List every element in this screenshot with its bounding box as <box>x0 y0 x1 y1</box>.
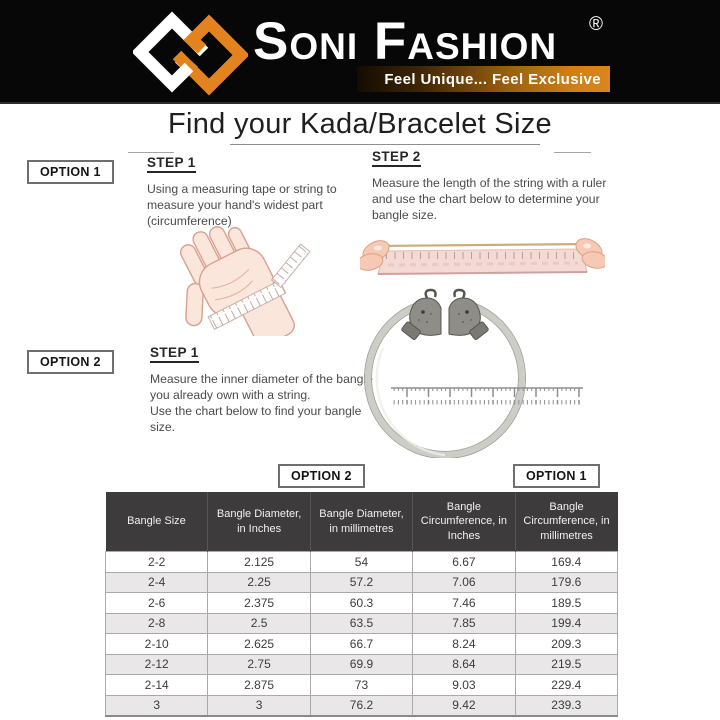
brand-header-bar: Soni Fashion ® Feel Unique... Feel Exclu… <box>0 0 720 104</box>
table-diameter-option-label: OPTION 2 <box>278 464 365 488</box>
option1-step2-text: Measure the length of the string with a … <box>372 175 632 223</box>
size-table-cell: 8.24 <box>412 633 516 655</box>
size-table-cell: 2-14 <box>104 674 209 696</box>
size-table-row: 3 3 76.2 9.42 239.3 <box>104 694 619 717</box>
text-line: Measure the length of the string with a … <box>372 176 607 190</box>
option1-label: OPTION 1 <box>27 160 114 184</box>
col-circumference-inches: Bangle Circumference, in Inches <box>412 492 516 552</box>
size-table-cell: 54 <box>309 551 414 573</box>
size-table-cell: 6.67 <box>412 551 516 573</box>
size-table-cell: 179.6 <box>514 571 619 593</box>
size-table-cell: 229.4 <box>514 674 619 696</box>
size-table-row: 2-12 2.75 69.9 8.64 219.5 <box>104 653 619 675</box>
decorative-dash-left <box>128 152 174 153</box>
size-table-cell: 2.5 <box>207 612 311 634</box>
soni-fashion-logo-icon <box>133 11 248 96</box>
text-line: Use the chart below to find your bangle <box>150 404 362 419</box>
size-table-cell: 2-2 <box>104 551 209 573</box>
size-table-cell: 7.46 <box>412 592 516 614</box>
col-diameter-mm: Bangle Diameter, in millimetres <box>310 492 414 552</box>
text-line: Using a measuring tape or string to <box>147 182 337 196</box>
size-table-cell: 199.4 <box>514 612 619 634</box>
col-bangle-size: Bangle Size <box>105 492 209 552</box>
size-table-cell: 209.3 <box>514 633 619 655</box>
size-table-cell: 2-6 <box>104 592 209 614</box>
size-table-cell: 2-10 <box>104 633 209 655</box>
text-line: and use the chart below to determine you… <box>372 192 600 207</box>
size-table-cell: 169.4 <box>514 551 619 573</box>
text-line: bangle size. <box>372 208 438 223</box>
size-table-row: 2-2 2.125 54 6.67 169.4 <box>104 551 619 573</box>
size-table-cell: 69.9 <box>309 653 414 675</box>
brand-name: Soni Fashion <box>253 12 558 71</box>
option1-step2-heading: STEP 2 <box>372 149 421 167</box>
brand-tagline: Feel Unique... Feel Exclusive <box>357 66 610 92</box>
option2-step1-text: Measure the inner diameter of the bangle… <box>150 371 380 435</box>
size-table-head: Bangle Size Bangle Diameter, in Inches B… <box>105 492 618 552</box>
size-table-cell: 2.25 <box>207 571 311 593</box>
size-table-cell: 2.375 <box>207 592 311 614</box>
size-table-cell: 8.64 <box>412 653 516 675</box>
option2-step1: STEP 1 Measure the inner diameter of the… <box>150 344 380 435</box>
col-diameter-inches: Bangle Diameter, in Inches <box>207 492 311 552</box>
option2-step1-heading: STEP 1 <box>150 345 199 363</box>
col-circumference-mm: Bangle Circumference, in millimetres <box>515 492 618 552</box>
size-table-row: 2-8 2.5 63.5 7.85 199.4 <box>104 612 619 634</box>
size-table-cell: 7.06 <box>412 571 516 593</box>
text-line: (circumference) <box>147 214 232 229</box>
size-table-body: 2-2 2.125 54 6.67 169.4 2-4 2.25 57.2 7.06 179.6 2… <box>104 551 619 717</box>
size-table-cell: 239.3 <box>514 694 619 717</box>
size-table-row: 2-10 2.625 66.7 8.24 209.3 <box>104 633 619 655</box>
size-table-header-row: Bangle Size Bangle Diameter, in Inches B… <box>105 492 618 552</box>
string-ruler-icon <box>360 238 605 275</box>
size-table-cell: 73 <box>309 674 414 696</box>
size-table-cell: 3 <box>104 694 209 717</box>
title-underline <box>230 144 540 145</box>
size-table-row: 2-4 2.25 57.2 7.06 179.6 <box>104 571 619 593</box>
text-line: you already own with a string. <box>150 388 311 403</box>
size-table-cell: 219.5 <box>514 653 619 675</box>
text-line: Measure the inner diameter of the bangle <box>150 372 373 386</box>
size-table-cell: 60.3 <box>309 592 414 614</box>
kada-bangle-ruler-icon <box>364 288 583 458</box>
option1-step2: STEP 2 Measure the length of the string … <box>372 148 632 223</box>
size-table-cell: 2-12 <box>104 653 209 675</box>
size-table-cell: 7.85 <box>412 612 516 634</box>
hand-measuring-tape-icon <box>179 226 311 336</box>
option2-label: OPTION 2 <box>27 350 114 374</box>
page-title: Find your Kada/Bracelet Size <box>168 108 552 140</box>
size-table-cell: 9.03 <box>412 674 516 696</box>
size-table-row: 2-6 2.375 60.3 7.46 189.5 <box>104 592 619 614</box>
size-table-cell: 2-4 <box>104 571 209 593</box>
size-table-cell: 2.875 <box>207 674 311 696</box>
registered-mark: ® <box>589 14 603 35</box>
text-line: measure your hand's widest part <box>147 198 323 213</box>
size-table-cell: 3 <box>207 694 311 717</box>
size-table-cell: 76.2 <box>309 694 414 717</box>
size-table-cell: 2.75 <box>207 653 311 675</box>
size-table-cell: 2-8 <box>104 612 209 634</box>
size-table-cell: 189.5 <box>514 592 619 614</box>
option1-step1: STEP 1 Using a measuring tape or string … <box>147 154 367 229</box>
option1-step1-text: Using a measuring tape or string to meas… <box>147 181 367 229</box>
size-table-cell: 57.2 <box>309 571 414 593</box>
size-table-cell: 2.625 <box>207 633 311 655</box>
table-circumference-option-label: OPTION 1 <box>513 464 600 488</box>
decorative-dash-right <box>554 152 591 153</box>
size-table-cell: 63.5 <box>309 612 414 634</box>
size-table-row: 2-14 2.875 73 9.03 229.4 <box>104 674 619 696</box>
option1-step1-heading: STEP 1 <box>147 155 196 173</box>
size-table-cell: 2.125 <box>207 551 311 573</box>
size-table-cell: 9.42 <box>412 694 516 717</box>
bangle-size-table: Bangle Size Bangle Diameter, in Inches B… <box>104 492 619 717</box>
text-line: size. <box>150 420 176 435</box>
size-table-cell: 66.7 <box>309 633 414 655</box>
